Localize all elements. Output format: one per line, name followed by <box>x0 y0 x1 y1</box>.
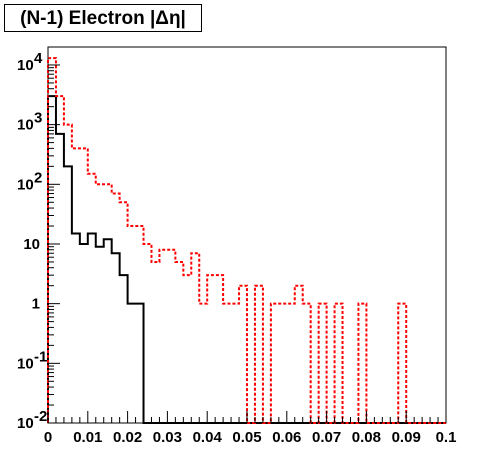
x-tick-label: 0.02 <box>113 429 142 446</box>
y-tick-exponent: 2 <box>34 169 42 186</box>
series-layer <box>47 57 446 424</box>
plot-frame <box>47 46 447 424</box>
y-tick-exponent: -2 <box>34 408 47 425</box>
x-tick-label: 0.1 <box>436 429 457 446</box>
y-tick-label: 10 <box>23 236 40 253</box>
chart-title: (N-1) Electron |Δη| <box>20 8 186 29</box>
x-tick-label: 0.07 <box>312 429 341 446</box>
x-tick-label: 0 <box>44 429 52 446</box>
y-tick-label: 10 <box>17 355 34 372</box>
series-2-line <box>47 57 446 424</box>
x-tick-label: 0.03 <box>153 429 182 446</box>
x-tick-label: 0.08 <box>352 429 381 446</box>
axis-layer <box>47 46 447 424</box>
y-tick-label: 10 <box>17 117 34 134</box>
x-tick-label: 0.06 <box>272 429 301 446</box>
x-tick-label: 0.01 <box>73 429 102 446</box>
y-tick-exponent: -1 <box>34 348 47 365</box>
y-tick-exponent: 4 <box>34 50 43 67</box>
y-tick-label: 1 <box>32 296 40 313</box>
title-box: (N-1) Electron |Δη| <box>4 4 202 32</box>
y-tick-label: 10 <box>17 415 34 432</box>
y-tick-label: 10 <box>17 57 34 74</box>
x-tick-label: 0.04 <box>193 429 223 446</box>
x-tick-label: 0.09 <box>392 429 421 446</box>
y-tick-label: 10 <box>17 176 34 193</box>
x-tick-labels: 0 0.01 0.02 0.03 0.04 0.05 0.06 0.07 0.08 0.09 0.1 <box>44 429 457 446</box>
y-tick-exponent: 3 <box>34 110 42 127</box>
x-tick-label: 0.05 <box>232 429 261 446</box>
